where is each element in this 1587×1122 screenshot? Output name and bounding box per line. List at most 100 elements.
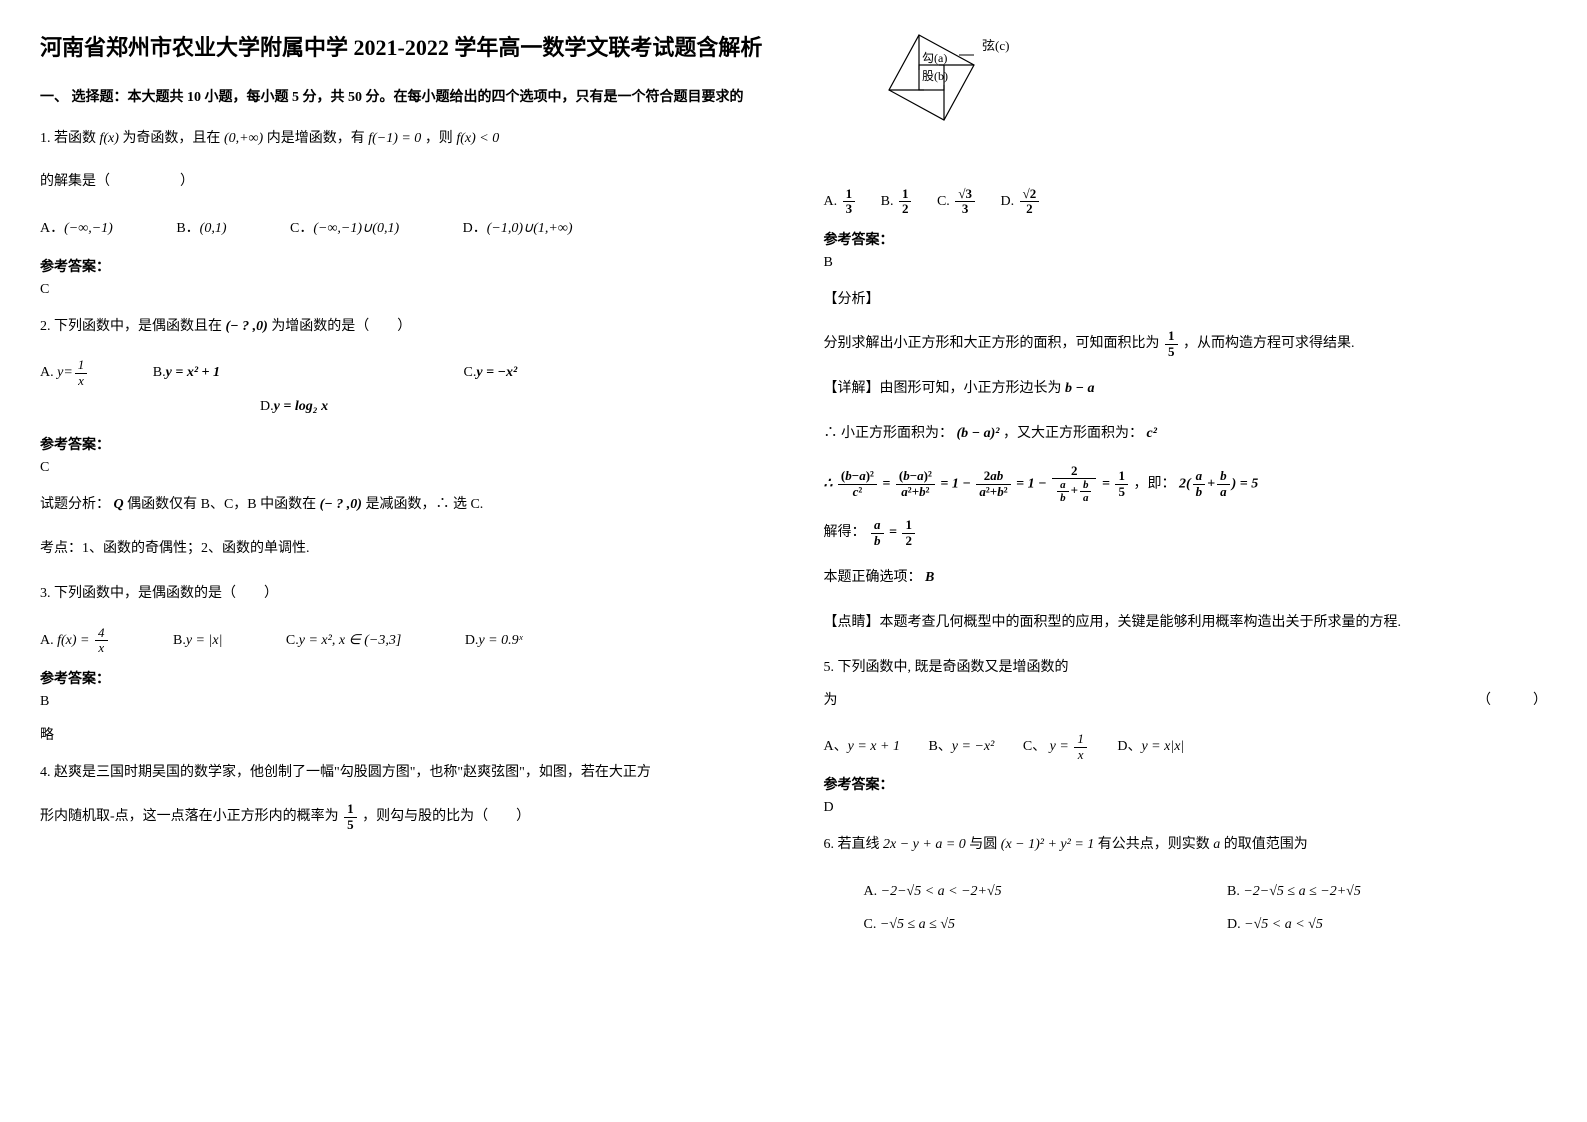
q2-optD: y = log₂ x <box>274 399 328 414</box>
q6-optA: −2−√5 < a < −2+√5 <box>881 884 1002 899</box>
q4-fenxi: 【分析】 <box>824 285 1548 316</box>
question-6: 6. 若直线 2x − y + a = 0 与圆 (x − 1)² + y² =… <box>824 830 1548 861</box>
q2-stem-b: 为增函数的是（ ） <box>271 319 411 334</box>
q6-stem-a: 6. 若直线 <box>824 837 884 852</box>
q4-dianping: 【点睛】本题考查几何概型中的面积型的应用，关键是能够利用概率构造出关于所求量的方… <box>824 608 1548 639</box>
q6-options: A. −2−√5 < a < −2+√5 B. −2−√5 ≤ a ≤ −2+√… <box>824 875 1548 942</box>
q3-optC: y = x², x ∈ (−3,3] <box>299 633 402 648</box>
q2-ans-label: 参考答案： <box>40 434 764 454</box>
opt-label-a: A. <box>824 194 838 209</box>
opt-label-d: D. <box>260 399 274 414</box>
q3-lue: 略 <box>40 724 764 744</box>
q4-expl1-a: 分别求解出小正方形和大正方形的面积，可知面积比为 <box>824 336 1160 351</box>
q5-stem2: 为 <box>824 686 838 717</box>
q1-line2: 的解集是（ ） <box>40 167 764 198</box>
q4-expl8-t: 本题正确选项： <box>824 570 922 585</box>
opt-label-b: B． <box>176 221 199 236</box>
opt-label-a: A. <box>40 633 54 648</box>
q4-optD: √22 <box>1020 187 1040 217</box>
q2-optA-lhs: y= <box>57 365 73 380</box>
q4-expl3-d: c² <box>1147 426 1157 441</box>
q2-explain: 试题分析： Q 偶函数仅有 B、C，B 中函数在 (− ? ,0) 是减函数，∴… <box>40 490 764 521</box>
q2-optC: y = −x² <box>476 365 517 380</box>
q4-expl3-b: (b − a)² <box>957 426 1000 441</box>
opt-label-d: D． <box>463 221 487 236</box>
q1-stem-c: 内是增函数，有 <box>267 131 369 146</box>
q4-expl3-c: ，又大正方形面积为： <box>1003 426 1143 441</box>
q2-ans: C <box>40 460 764 476</box>
opt-label-d: D. <box>1000 194 1014 209</box>
q3-optB: y = |x| <box>186 633 223 648</box>
q4-stem-b: 形内随机取-点，这一点落在小正方形内的概率为 <box>40 809 339 824</box>
q5-optC: y = 1x <box>1050 739 1089 754</box>
q1-fx: f(x) <box>100 131 119 146</box>
q2-optB: y = x² + 1 <box>166 365 220 380</box>
q6-circle: (x − 1)² + y² = 1 <box>1001 837 1095 852</box>
q1-ans: C <box>40 282 764 298</box>
q2-expl-c: 是减函数，∴ 选 C. <box>365 497 483 512</box>
q4-expl1: 分别求解出小正方形和大正方形的面积，可知面积比为 15 ，从而构造方程可求得结果… <box>824 329 1548 360</box>
q4-expl1-b: ，从而构造方程可求得结果. <box>1183 336 1355 351</box>
q3-ans-label: 参考答案： <box>40 668 764 688</box>
q2-kaodian: 考点：1、函数的奇偶性；2、函数的单调性. <box>40 534 764 565</box>
opt-label-c: C. <box>286 633 299 648</box>
diag-label-gou: 勾(a) <box>922 51 947 65</box>
q4-stem-c: ，则勾与股的比为（ ） <box>362 809 530 824</box>
q5-paren: （ ） <box>1477 686 1547 717</box>
opt-label-a: A、 <box>824 739 848 754</box>
question-4-b: 形内随机取-点，这一点落在小正方形内的概率为 15 ，则勾与股的比为（ ） <box>40 802 764 833</box>
diag-label-gu: 股(b) <box>922 69 948 83</box>
q6-avar: a <box>1213 837 1220 852</box>
q4-expl1-frac: 15 <box>1165 329 1178 359</box>
q2-stem-a: 2. 下列函数中，是偶函数且在 <box>40 319 222 334</box>
left-column: 河南省郑州市农业大学附属中学 2021-2022 学年高一数学文联考试题含解析 … <box>40 30 764 952</box>
q4-prob-frac: 15 <box>344 802 357 832</box>
q5-optB: y = −x² <box>952 739 995 754</box>
opt-label-c: C． <box>290 221 313 236</box>
opt-label-a: A． <box>40 221 64 236</box>
q1-interval: (0,+∞) <box>224 131 263 146</box>
q2-expl-a: 试题分析： <box>40 497 110 512</box>
q6-stem-d: 的取值范围为 <box>1224 837 1308 852</box>
q6-stem-b: 与圆 <box>969 837 1001 852</box>
opt-label-a: A. <box>864 884 878 899</box>
q6-optD: −√5 < a < √5 <box>1244 917 1323 932</box>
q4-optA: 13 <box>843 187 856 217</box>
question-1: 1. 若函数 f(x) 为奇函数，且在 (0,+∞) 内是增函数，有 f(−1)… <box>40 124 764 198</box>
q1-stem-b: 为奇函数，且在 <box>122 131 224 146</box>
q3-options: A. f(x) = 4x B.y = |x| C.y = x², x ∈ (−3… <box>40 624 764 658</box>
opt-label-b: B. <box>1227 884 1240 899</box>
q4-ans-label: 参考答案： <box>824 229 1548 249</box>
opt-label-c: C. <box>937 194 950 209</box>
q4-optB: 12 <box>899 187 912 217</box>
q4-expl7: 解得： ab = 12 <box>824 518 1548 549</box>
q1-optA: (−∞,−1) <box>64 221 113 236</box>
q2-expl-q: Q <box>114 497 124 512</box>
opt-label-b: B、 <box>928 739 951 754</box>
q6-stem-c: 有公共点，则实数 <box>1098 837 1214 852</box>
q4-expl8: 本题正确选项： B <box>824 563 1548 594</box>
question-2: 2. 下列函数中，是偶函数且在 (− ? ,0) 为增函数的是（ ） <box>40 312 764 343</box>
q1-optD: (−1,0)∪(1,+∞) <box>487 221 573 236</box>
question-5-1: 5. 下列函数中, 既是奇函数又是增函数的 <box>824 653 1548 684</box>
q1-ans-label: 参考答案： <box>40 256 764 276</box>
q1-ineq: f(x) < 0 <box>456 131 499 146</box>
diag-label-xian: 弦(c) <box>982 38 1009 53</box>
opt-label-d: D. <box>465 633 479 648</box>
q4-expl4: ∴ (b−a)²c² = (b−a)²a²+b² = 1 − 2aba²+b² … <box>824 464 1548 504</box>
q4-expl2-a: 【详解】由图形可知，小正方形边长为 <box>824 381 1062 396</box>
q3-ans: B <box>40 694 764 710</box>
q3-optA: f(x) = 4x <box>57 633 109 648</box>
q1-stem-a: 1. 若函数 <box>40 131 100 146</box>
opt-label-b: B. <box>153 365 166 380</box>
zhaoshuang-diagram: 弦(c) 勾(a) 股(b) <box>864 30 1548 165</box>
question-4-a: 4. 赵爽是三国时期吴国的数学家，他创制了一幅"勾股圆方图"，也称"赵爽弦图"，… <box>40 758 764 789</box>
q3-optD: y = 0.9ˣ <box>478 633 522 648</box>
opt-label-a: A. <box>40 365 54 380</box>
q4-expl3-a: ∴ 小正方形面积为： <box>824 426 954 441</box>
page-title: 河南省郑州市农业大学附属中学 2021-2022 学年高一数学文联考试题含解析 <box>40 30 764 65</box>
opt-label-d: D、 <box>1117 739 1141 754</box>
q1-options: A．(−∞,−1) B．(0,1) C．(−∞,−1)∪(0,1) D．(−1,… <box>40 212 764 246</box>
q4-optC: √33 <box>955 187 975 217</box>
question-5-2: 为 （ ） <box>824 686 1548 717</box>
